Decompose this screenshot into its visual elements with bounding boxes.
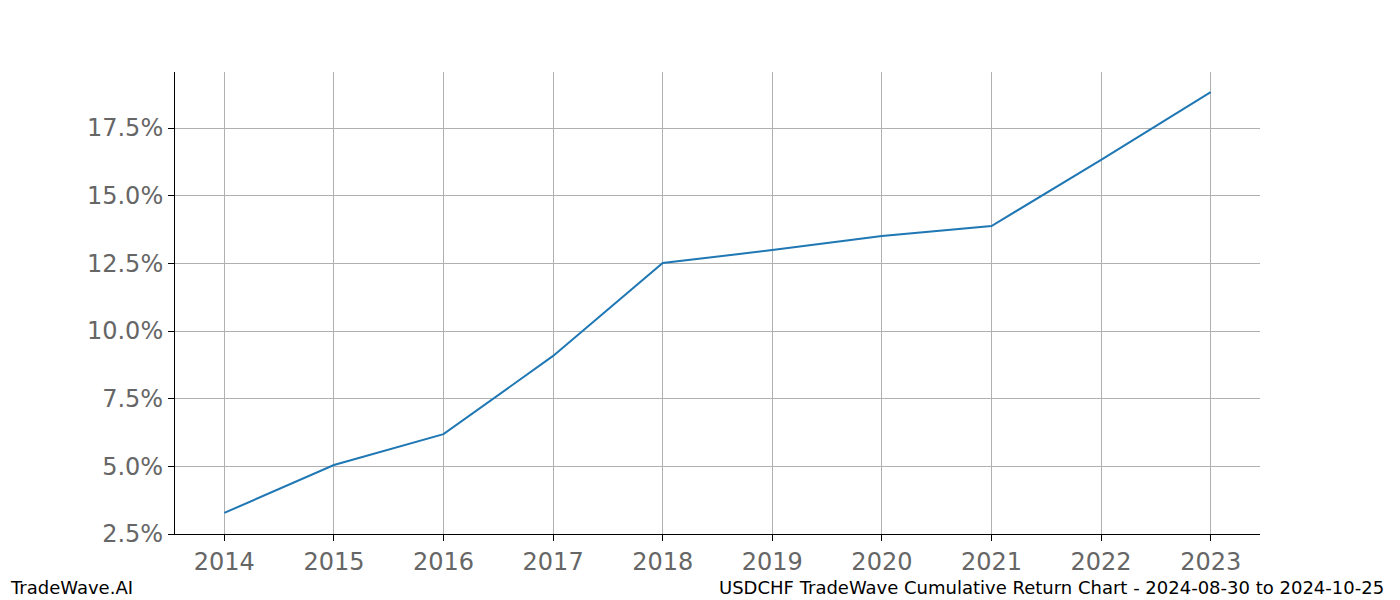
svg-text:2.5%: 2.5%	[102, 520, 163, 548]
svg-text:2015: 2015	[303, 548, 364, 576]
svg-text:2016: 2016	[413, 548, 474, 576]
svg-text:2022: 2022	[1071, 548, 1132, 576]
svg-text:17.5%: 17.5%	[87, 114, 163, 142]
svg-text:10.0%: 10.0%	[87, 317, 163, 345]
svg-text:2021: 2021	[961, 548, 1022, 576]
svg-text:TradeWave.AI: TradeWave.AI	[10, 577, 133, 598]
svg-text:2017: 2017	[523, 548, 584, 576]
svg-text:15.0%: 15.0%	[87, 182, 163, 210]
svg-text:5.0%: 5.0%	[102, 453, 163, 481]
svg-text:7.5%: 7.5%	[102, 385, 163, 413]
svg-text:2023: 2023	[1180, 548, 1241, 576]
svg-text:2019: 2019	[742, 548, 803, 576]
svg-text:12.5%: 12.5%	[87, 250, 163, 278]
svg-text:2014: 2014	[194, 548, 255, 576]
svg-text:USDCHF TradeWave Cumulative Re: USDCHF TradeWave Cumulative Return Chart…	[719, 577, 1384, 598]
svg-text:2018: 2018	[632, 548, 693, 576]
svg-text:2020: 2020	[851, 548, 912, 576]
